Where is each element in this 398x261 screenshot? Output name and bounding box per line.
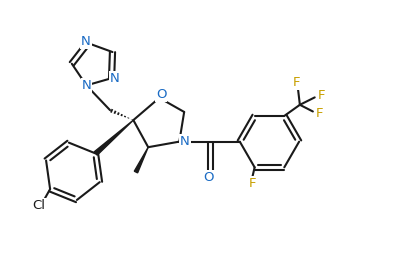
Text: N: N bbox=[82, 79, 91, 92]
Text: N: N bbox=[81, 35, 91, 48]
Polygon shape bbox=[94, 120, 133, 155]
Polygon shape bbox=[134, 147, 148, 173]
Text: O: O bbox=[156, 88, 166, 101]
Text: F: F bbox=[293, 76, 300, 89]
Text: N: N bbox=[110, 72, 119, 85]
Text: F: F bbox=[249, 177, 256, 190]
Text: Cl: Cl bbox=[33, 199, 45, 212]
Text: N: N bbox=[180, 135, 190, 148]
Text: F: F bbox=[318, 89, 325, 102]
Text: O: O bbox=[203, 171, 213, 184]
Text: F: F bbox=[316, 107, 323, 120]
